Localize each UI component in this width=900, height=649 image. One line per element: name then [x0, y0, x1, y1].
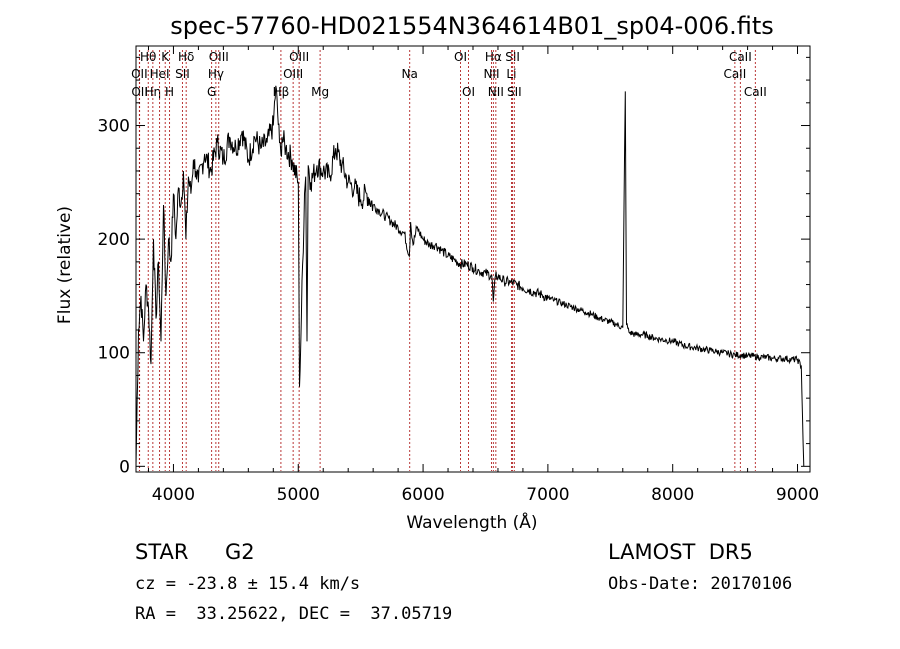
spectral-line-label: Hη: [145, 85, 162, 99]
x-tick-label: 7000: [526, 485, 569, 505]
spectral-line-label: CaII: [723, 67, 746, 81]
spectral-line-label: SII: [505, 50, 520, 64]
y-tick-label: 300: [98, 117, 130, 137]
coordinates: RA = 33.25622, DEC = 37.05719: [135, 604, 453, 624]
spectral-line-label: OI: [462, 85, 475, 99]
spectral-line-label: OIII: [209, 50, 229, 64]
spectral-line-label: CaII: [729, 50, 752, 64]
spectral-subclass: G2: [225, 540, 255, 564]
survey-name: LAMOST DR5: [608, 540, 753, 564]
spectral-line-label: Hα: [485, 50, 502, 64]
spectral-line-label: Hγ: [208, 67, 224, 81]
spectral-line-label: K: [161, 50, 170, 64]
spectral-line-label: Hθ: [140, 50, 156, 64]
x-tick-label: 9000: [776, 485, 819, 505]
chart-title: spec-57760-HD021554N364614B01_sp04-006.f…: [170, 12, 774, 40]
spectral-line-label: OIII: [289, 50, 309, 64]
x-tick-label: 8000: [651, 485, 694, 505]
spectral-line-label: OII: [131, 85, 148, 99]
x-tick-label: 5000: [277, 485, 320, 505]
spectral-line-label: NII: [483, 67, 499, 81]
spectrum-series-line: [135, 85, 805, 467]
obs-date: Obs-Date: 20170106: [608, 574, 793, 594]
y-axis-label: Flux (relative): [55, 206, 75, 324]
spectral-line-label: CaII: [744, 85, 767, 99]
spectral-line-label: SII: [507, 85, 522, 99]
y-tick-label: 0: [119, 457, 130, 477]
plot-area: [135, 85, 805, 467]
spectral-line-label: Li: [506, 67, 516, 81]
spectral-line-label: H: [165, 85, 174, 99]
object-type: STAR: [135, 540, 189, 564]
redshift-text: cz = -23.8 ± 15.4 km/s: [135, 574, 361, 594]
y-tick-label: 200: [98, 230, 130, 250]
x-axis-label: Wavelength (Å): [406, 511, 537, 533]
spectral-line-label: HeI: [150, 67, 170, 81]
axes: 4000 5000 6000 7000 8000 9000 0 100 200 300: [98, 45, 819, 505]
spectral-line-label: Mg: [311, 85, 329, 99]
spectral-line-label: SII: [175, 67, 190, 81]
spectral-line-label: Hδ: [178, 50, 194, 64]
spectral-line-label: G: [207, 85, 216, 99]
y-tick-label: 100: [98, 344, 130, 364]
spectral-line-label: OIII: [283, 67, 303, 81]
spectral-line-label: OI: [454, 50, 467, 64]
x-tick-label: 6000: [401, 485, 444, 505]
plot-frame: [135, 45, 811, 473]
spectral-line-label: Na: [402, 67, 418, 81]
x-tick-label: 4000: [152, 485, 195, 505]
spectral-line-label: NII: [488, 85, 504, 99]
